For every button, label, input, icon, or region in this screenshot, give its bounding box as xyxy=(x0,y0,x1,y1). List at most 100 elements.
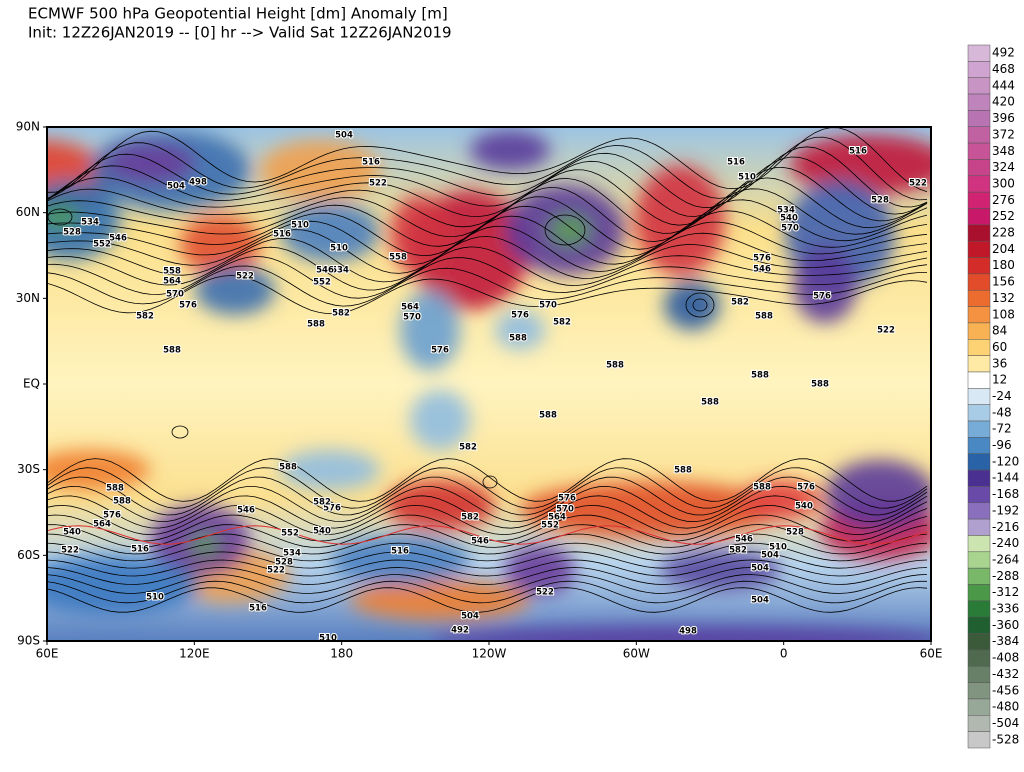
contour-ring xyxy=(482,475,498,489)
contour-line xyxy=(47,551,928,569)
contour-ring xyxy=(544,214,586,246)
contour-label: 564 xyxy=(548,513,566,523)
colorbar-box xyxy=(967,240,991,258)
colorbar-box xyxy=(967,175,991,193)
colorbar-label: 300 xyxy=(992,176,1015,190)
colorbar-label: 372 xyxy=(992,127,1015,141)
contour-ring xyxy=(692,298,708,312)
contour-label: 522 xyxy=(909,179,927,189)
colorbar-label: 12 xyxy=(992,373,1007,387)
anomaly-blob xyxy=(495,310,545,350)
contour-label: 582 xyxy=(332,309,350,319)
lon-label: 120E xyxy=(179,647,210,661)
colorbar-label: -240 xyxy=(992,536,1019,550)
contour-label: 540 xyxy=(313,527,331,537)
contour-label: 582 xyxy=(553,318,571,328)
contour-line xyxy=(47,542,928,562)
colorbar-label: -192 xyxy=(992,503,1019,517)
contour-line xyxy=(47,177,928,234)
contour-label: 558 xyxy=(389,253,407,263)
contour-line xyxy=(47,458,928,502)
contour-line xyxy=(47,533,928,555)
lon-label: 180 xyxy=(330,647,353,661)
colorbar-label: 84 xyxy=(992,324,1007,338)
contour-label: 504 xyxy=(167,182,185,192)
colorbar-label: -48 xyxy=(992,405,1012,419)
colorbar-label: 324 xyxy=(992,160,1015,174)
colorbar-box xyxy=(967,404,991,422)
colorbar-label: 204 xyxy=(992,242,1015,256)
colorbar-label: 132 xyxy=(992,291,1015,305)
colorbar-box xyxy=(967,486,991,504)
colorbar-label: 468 xyxy=(992,62,1015,76)
contour-label: 588 xyxy=(701,398,719,408)
anomaly-blob xyxy=(47,555,200,615)
contour-label: 522 xyxy=(61,546,79,556)
colorbar-label: -24 xyxy=(992,389,1012,403)
contour-label: 522 xyxy=(267,566,285,576)
contour-label: 504 xyxy=(761,551,779,561)
contour-label: 570 xyxy=(166,290,184,300)
contour-label: 498 xyxy=(679,627,697,637)
anomaly-blob xyxy=(400,290,460,370)
contour-line xyxy=(47,146,928,208)
contour-ring xyxy=(171,425,189,439)
contour-line xyxy=(47,215,928,265)
colorbar-box xyxy=(967,224,991,242)
colorbar-label: 276 xyxy=(992,193,1015,207)
contour-label: 540 xyxy=(795,502,813,512)
contour-label: 582 xyxy=(731,298,749,308)
colorbar-box xyxy=(967,584,991,602)
contour-line xyxy=(47,156,928,217)
contour-line xyxy=(47,256,928,299)
colorbar-box xyxy=(967,600,991,618)
colorbar-box xyxy=(967,355,991,373)
contour-label: 546 xyxy=(471,537,489,547)
contour-label: 576 xyxy=(813,292,831,302)
colorbar-label: 444 xyxy=(992,78,1015,92)
contour-line xyxy=(47,127,928,193)
contour-ring xyxy=(685,292,715,318)
contour-line xyxy=(47,246,928,291)
contour-label: 498 xyxy=(189,178,207,188)
contour-label: 504 xyxy=(751,564,769,574)
contour-label: 552 xyxy=(313,278,331,288)
contour-label: 564 xyxy=(93,520,111,530)
colorbar-box xyxy=(967,77,991,95)
contour-label: 588 xyxy=(606,361,624,371)
contour-label: 516 xyxy=(273,230,291,240)
colorbar-label: -480 xyxy=(992,700,1019,714)
contour-label: 540 xyxy=(780,214,798,224)
colorbar-box xyxy=(967,208,991,226)
contour-line xyxy=(47,514,928,542)
colorbar-label: -144 xyxy=(992,471,1019,485)
colorbar-box xyxy=(967,191,991,209)
colorbar-box xyxy=(967,649,991,667)
contour-label: 546 xyxy=(735,535,753,545)
contour-label: 516 xyxy=(727,158,745,168)
contour-label: 552 xyxy=(541,521,559,531)
contour-label: 576 xyxy=(511,311,529,321)
colorbar-box xyxy=(967,289,991,307)
contour-label: 510 xyxy=(291,221,309,231)
anomaly-blob xyxy=(195,265,275,315)
contour-label: 504 xyxy=(335,131,353,141)
contour-label: 552 xyxy=(281,529,299,539)
contour-label: 510 xyxy=(738,173,756,183)
colorbar-box xyxy=(967,388,991,405)
colorbar-label: 252 xyxy=(992,209,1015,223)
contour-label: 582 xyxy=(729,546,747,556)
contour-label: 516 xyxy=(849,147,867,157)
colorbar-box xyxy=(967,339,991,356)
anomaly-blob xyxy=(410,390,470,450)
anomaly-blob xyxy=(350,580,530,620)
contour-label: 582 xyxy=(313,498,331,508)
contour-label: 588 xyxy=(509,334,527,344)
colorbar: 492 468 444 420 396 372 348 324 300 276 252 228 204 1… xyxy=(967,44,1019,749)
contour-label: 516 xyxy=(362,158,380,168)
contour-line xyxy=(47,485,928,523)
anomaly-blob xyxy=(664,280,720,330)
contour-label: 576 xyxy=(753,254,771,264)
